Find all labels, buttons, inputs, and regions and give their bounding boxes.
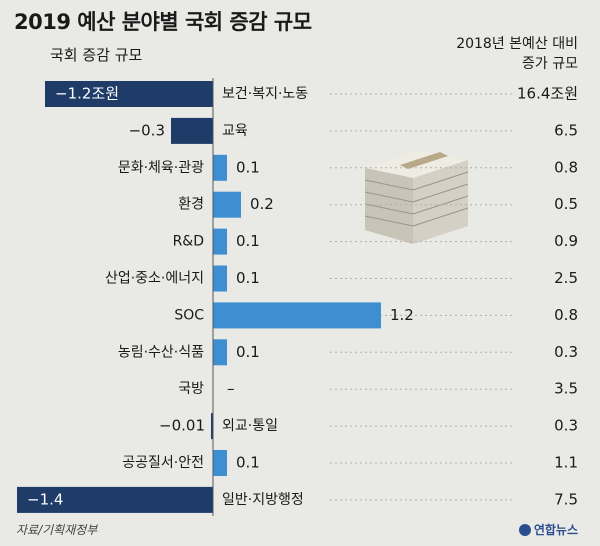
bar-negative [45, 81, 213, 107]
bar-value-label: 1.2 [390, 306, 414, 324]
bar-value-label: – [227, 380, 235, 398]
bar-value-label: −1.4 [27, 490, 63, 508]
budget-increase-value: 0.9 [554, 232, 578, 250]
category-label: 국방 [178, 381, 204, 397]
news-logo: 연합뉴스 [518, 521, 578, 538]
bar-positive [213, 228, 227, 255]
logo-icon [518, 523, 531, 536]
budget-increase-value: 6.5 [554, 121, 578, 139]
category-label: 환경 [178, 197, 204, 213]
logo-text: 연합뉴스 [533, 523, 578, 537]
source-note: 자료/기획재정부 [16, 523, 98, 537]
budget-increase-value: 0.3 [554, 343, 578, 361]
bar-value-label: 0.2 [250, 195, 274, 213]
bar-positive [213, 191, 241, 218]
bar-positive [213, 154, 227, 181]
right-header-line-2: 증가 규모 [522, 56, 578, 72]
category-label: 농림·수산·식품 [118, 344, 204, 360]
budget-increase-value: 0.3 [554, 417, 578, 435]
budget-increase-value: 0.8 [554, 158, 578, 176]
right-column-header: 2018년 본예산 대비 증가 규모 [456, 34, 578, 74]
category-label: 공공질서·안전 [122, 455, 204, 471]
bar-positive [213, 265, 227, 292]
budget-increase-value: 2.5 [554, 269, 578, 287]
budget-increase-value: 1.1 [554, 454, 578, 472]
bar-positive [213, 302, 381, 329]
category-label: SOC [174, 307, 204, 323]
bar-value-label: −0.01 [159, 417, 205, 435]
right-header-line-1: 2018년 본예산 대비 [456, 36, 578, 52]
bar-value-label: 0.1 [236, 454, 260, 472]
bar-value-label: 0.1 [236, 158, 260, 176]
bar-value-label: 0.1 [236, 269, 260, 287]
budget-increase-value: 0.5 [554, 195, 578, 213]
category-label: 일반·지방행정 [222, 492, 304, 508]
bar-value-label: 0.1 [236, 343, 260, 361]
budget-increase-value: 0.8 [554, 306, 578, 324]
budget-increase-value: 7.5 [554, 490, 578, 508]
bar-positive [213, 339, 227, 366]
bar-negative [17, 486, 213, 513]
bar-value-label: −0.3 [129, 121, 165, 139]
left-column-header: 국회 증감 규모 [50, 46, 143, 64]
bar-value-label: −1.2조원 [55, 85, 119, 103]
bar-positive [213, 450, 227, 476]
category-label: 외교·통일 [222, 418, 278, 434]
category-label: R&D [173, 234, 204, 250]
bar-negative [171, 117, 213, 144]
budget-increase-value: 3.5 [554, 380, 578, 398]
category-label: 문화·체육·관광 [118, 160, 204, 176]
money-stack-illustration [364, 150, 469, 244]
budget-increase-value: 16.4조원 [517, 85, 578, 103]
chart-title: 2019 예산 분야별 국회 증감 규모 [14, 10, 312, 34]
category-label: 보건·복지·노동 [222, 86, 308, 102]
category-label: 교육 [222, 123, 248, 139]
bar-value-label: 0.1 [236, 232, 260, 250]
bar-negative [211, 413, 213, 440]
category-label: 산업·중소·에너지 [105, 271, 204, 287]
